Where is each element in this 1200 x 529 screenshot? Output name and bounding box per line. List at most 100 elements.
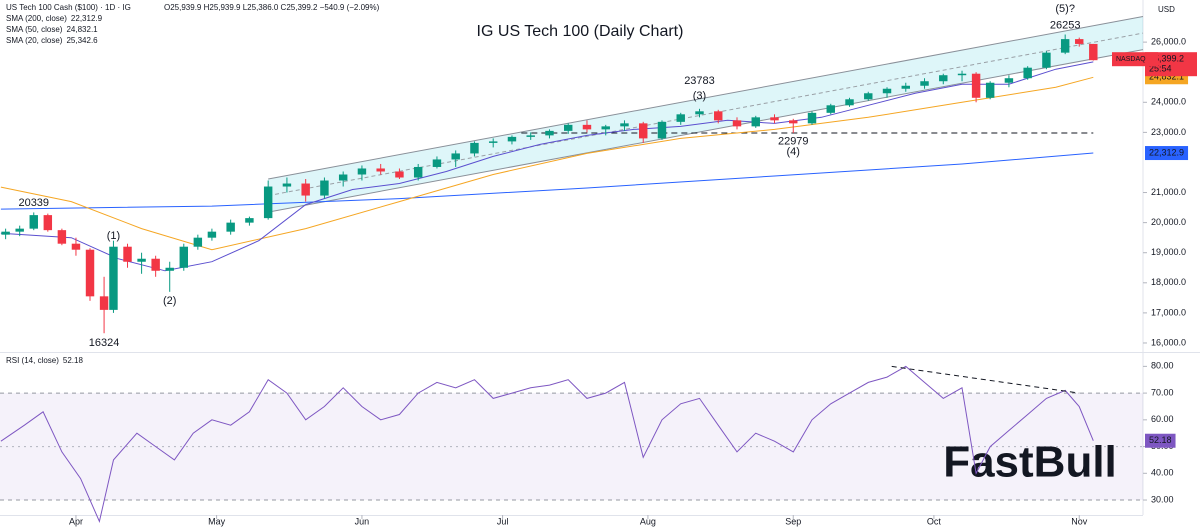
y-tick-label: 80.00 — [1151, 361, 1174, 371]
candle-body — [226, 222, 235, 232]
y-tick-label: 40.00 — [1151, 468, 1174, 478]
exchange-bg — [1112, 52, 1159, 67]
candle-body — [1, 231, 10, 235]
sma-line — [0, 152, 1094, 210]
legend-name: SMA (200, close) — [6, 14, 67, 23]
candle-body — [432, 159, 442, 167]
y-tick-label: 21,000.0 — [1151, 187, 1186, 197]
candle-body — [338, 174, 348, 181]
candle-body — [1089, 43, 1098, 61]
y-tick-label: 18,000.0 — [1151, 277, 1186, 287]
x-tick-label: May — [208, 516, 226, 526]
candle-body — [85, 249, 95, 297]
countdown: 25:54 — [1149, 64, 1172, 74]
candle-body — [920, 81, 929, 86]
sma-axis-label: 22,312.9 — [1149, 147, 1184, 157]
y-tick-label: 17,000.0 — [1151, 307, 1186, 317]
candle-body — [193, 237, 203, 247]
candle-body — [526, 135, 535, 137]
candle-body — [470, 142, 479, 154]
candle-body — [15, 228, 24, 232]
candle-body — [620, 123, 629, 127]
legend-value: 22,312.9 — [71, 14, 103, 23]
annotation: 20339 — [18, 197, 49, 209]
candle-body — [882, 88, 892, 94]
candle-body — [165, 267, 174, 271]
annotation: 26253 — [1050, 19, 1081, 31]
candle-body — [563, 124, 573, 131]
candle-body — [639, 123, 648, 139]
rsi-axis-label: 52.18 — [1149, 435, 1172, 445]
candle-body — [207, 231, 217, 238]
x-tick-label: Aug — [640, 516, 656, 526]
annotation: 16324 — [89, 337, 120, 349]
y-tick-label: 16,000.0 — [1151, 337, 1186, 347]
sma-line — [0, 76, 1094, 251]
annotation: 23783 — [684, 75, 715, 87]
candle-body — [845, 99, 854, 106]
y-tick-label: 23,000.0 — [1151, 127, 1186, 137]
candle-body — [71, 243, 81, 250]
last-price: 25,399.2 — [1149, 54, 1184, 64]
x-tick-label: Oct — [927, 516, 942, 526]
candle-body — [301, 183, 310, 196]
candle-body — [1075, 39, 1084, 44]
candle-body — [957, 73, 967, 76]
candle-body — [99, 296, 109, 310]
candle-body — [807, 112, 817, 124]
candle-body — [282, 183, 292, 187]
candle-body — [395, 171, 404, 178]
y-tick-label: 19,000.0 — [1151, 247, 1186, 257]
candle-body — [43, 215, 53, 231]
chart-title: IG US Tech 100 (Daily Chart) — [477, 23, 684, 40]
y-tick-label: 30.00 — [1151, 494, 1174, 504]
candle-body — [732, 120, 742, 127]
exchange: NASDAQ — [1116, 56, 1146, 63]
candle-body — [770, 117, 779, 121]
x-tick-label: Nov — [1071, 516, 1088, 526]
candle-body — [320, 180, 329, 196]
candle-body — [657, 121, 667, 139]
y-tick-label: 26,000.0 — [1151, 36, 1186, 46]
candle-body — [695, 111, 704, 115]
x-tick-label: Apr — [69, 516, 83, 526]
annotation: (5)? — [1055, 3, 1075, 15]
legend-name: SMA (20, close) — [6, 36, 63, 45]
candle-body — [357, 168, 367, 175]
x-tick-label: Sep — [785, 516, 801, 526]
candle-body — [971, 73, 981, 98]
rsi-axis-label-bg — [1145, 433, 1176, 448]
annotation: (1) — [107, 230, 120, 242]
candle-body — [488, 141, 498, 143]
sma-axis-label-bg — [1145, 146, 1189, 161]
candle-body — [826, 105, 835, 113]
symbol: US Tech 100 Cash ($100) · 1D · IG — [6, 3, 131, 12]
annotation: (2) — [163, 295, 176, 307]
y-tick-label: 24,000.0 — [1151, 97, 1186, 107]
candle-body — [507, 136, 517, 142]
legend-name: SMA (50, close) — [6, 25, 63, 34]
sma-line — [0, 61, 1094, 272]
annotation: 22979 — [778, 135, 809, 147]
y-tick-label: 60.00 — [1151, 414, 1174, 424]
candle-body — [1042, 52, 1051, 68]
candle-body — [263, 186, 273, 219]
candle-body — [151, 258, 160, 271]
candle-body — [376, 168, 385, 172]
channel-lower — [268, 49, 1144, 213]
divergence-line — [891, 365, 1080, 394]
currency: USD — [1158, 5, 1175, 14]
candle-body — [451, 153, 460, 160]
legend-value: 24,832.1 — [66, 25, 98, 34]
y-tick-label: 20,000.0 — [1151, 217, 1186, 227]
candle-body — [1023, 67, 1032, 79]
annotation: (3) — [693, 90, 706, 102]
candle-body — [676, 114, 685, 122]
candle-body — [123, 246, 132, 262]
candle-body — [57, 230, 67, 244]
candle-body — [545, 130, 554, 136]
candle-body — [751, 117, 760, 127]
candle-body — [789, 120, 798, 124]
candle-body — [109, 246, 118, 310]
